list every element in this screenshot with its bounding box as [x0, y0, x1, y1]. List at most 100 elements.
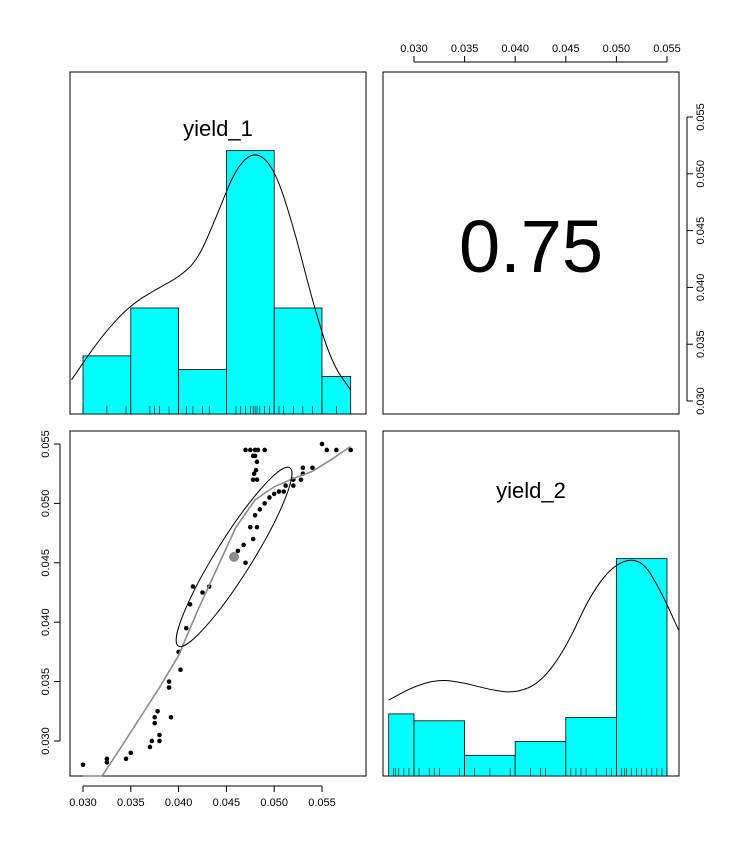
- hist-yield-2-rug: [393, 768, 668, 776]
- scatter-point: [334, 447, 339, 453]
- left-axis-tick-label: 0.045: [40, 549, 52, 577]
- panel-frame-top-right: [382, 71, 680, 415]
- panel-scatter: 0.030 0.035 0.040 0.045 0.050 0.055 0.030 0.03…: [40, 430, 367, 809]
- scatter-point: [235, 548, 241, 554]
- hist-yield-1-bars: [82, 150, 352, 415]
- scatter-point: [80, 762, 86, 768]
- scatter-point: [254, 459, 260, 465]
- scatter-point: [252, 512, 258, 518]
- scatter-point: [252, 453, 258, 459]
- hist-yield-1-rug: [82, 406, 351, 414]
- hist-yield-2-bar: [565, 716, 617, 777]
- scatter-points: [80, 441, 353, 768]
- scatter-point: [157, 738, 162, 744]
- scatter-point: [319, 441, 325, 447]
- bottom-axis-tick-label: 0.045: [213, 797, 241, 809]
- bottom-axis-tick-label: 0.050: [260, 797, 288, 809]
- scatter-point: [168, 714, 174, 720]
- scatter-point: [298, 477, 304, 482]
- variable-label-yield-1: yield_1: [183, 116, 253, 141]
- panel-hist-yield-2: yield_2: [382, 430, 680, 777]
- left-y-axis: 0.030 0.035 0.040 0.045 0.050 0.055: [40, 430, 61, 755]
- hist-yield-1-bar: [273, 307, 323, 415]
- top-axis-tick-label: 0.030: [400, 43, 428, 55]
- loess-smooth-line: [83, 445, 352, 777]
- scatter-point: [250, 477, 256, 482]
- scatter-point: [348, 447, 353, 453]
- right-axis-tick-label: 0.040: [695, 274, 707, 302]
- right-axis-tick-label: 0.045: [695, 217, 707, 245]
- hist-yield-2-bar: [388, 713, 415, 777]
- panel-correlation: 0.75 0.030 0.035 0.040 0.045 0.050 0.055 0.03…: [382, 43, 707, 415]
- hist-yield-1-bar: [225, 150, 275, 415]
- scatter-point: [104, 756, 110, 762]
- hist-yield-2-bar: [616, 558, 668, 777]
- scatter-point: [271, 491, 277, 497]
- hist-yield-2-bars: [388, 558, 668, 777]
- scatter-point: [276, 489, 282, 494]
- left-axis-tick-label: 0.030: [40, 727, 52, 755]
- left-axis-tick-label: 0.035: [40, 668, 52, 696]
- hist-yield-1-bar: [82, 355, 132, 415]
- variable-label-yield-2: yield_2: [496, 478, 566, 503]
- hist-yield-2-density-curve: [388, 559, 680, 701]
- scatter-point: [187, 602, 193, 607]
- scatter-point: [267, 495, 272, 500]
- correlation-ellipse: [175, 466, 293, 648]
- mean-point: [229, 551, 240, 562]
- scatter-point: [152, 720, 157, 726]
- scatter-point: [190, 584, 196, 589]
- bottom-axis-tick-label: 0.030: [69, 797, 97, 809]
- scatter-point: [157, 732, 162, 738]
- scatter-point: [310, 465, 315, 471]
- panel-frame-bottom-left: [69, 430, 367, 777]
- bottom-axis-tick-label: 0.035: [117, 797, 145, 809]
- scatter-point: [149, 738, 155, 744]
- scatter-point: [300, 465, 306, 471]
- scatter-point: [252, 447, 258, 453]
- scatter-point: [324, 447, 330, 453]
- scatter-point: [281, 489, 287, 494]
- scatter-point: [248, 447, 253, 453]
- scatter-point: [250, 536, 256, 542]
- bottom-axis-tick-label: 0.040: [165, 797, 193, 809]
- right-axis-tick-label: 0.030: [695, 387, 707, 415]
- right-axis-tick-label: 0.055: [695, 103, 707, 131]
- scatter-point: [178, 667, 183, 673]
- scatter-point: [283, 483, 288, 488]
- hist-yield-2-bar: [413, 720, 465, 777]
- scatter-point: [166, 679, 172, 684]
- scatter-point: [104, 760, 110, 765]
- top-x-axis: 0.030 0.035 0.040 0.045 0.050 0.055: [400, 43, 681, 63]
- left-axis-tick-label: 0.050: [40, 490, 52, 518]
- scatter-point: [253, 467, 259, 473]
- scatter-point: [262, 501, 267, 506]
- scatter-point: [166, 685, 172, 690]
- top-axis-tick-label: 0.040: [501, 43, 529, 55]
- scatter-point: [128, 750, 134, 756]
- panel-hist-yield-1: yield_1: [69, 71, 367, 415]
- bottom-axis-tick-label: 0.055: [308, 797, 336, 809]
- scatter-point: [254, 524, 260, 530]
- hist-yield-1-bar: [130, 307, 180, 415]
- scatter-point: [241, 542, 246, 548]
- correlation-value: 0.75: [459, 205, 603, 288]
- top-axis-tick-label: 0.035: [451, 43, 479, 55]
- scatter-point: [152, 714, 157, 720]
- scatter-point: [200, 590, 205, 595]
- scatter-point: [183, 625, 189, 631]
- scatter-point: [147, 744, 153, 750]
- scatter-point: [243, 447, 248, 453]
- scatter-point: [155, 709, 160, 714]
- top-axis-tick-label: 0.050: [603, 43, 631, 55]
- right-axis-tick-label: 0.050: [695, 160, 707, 188]
- top-axis-tick-label: 0.055: [653, 43, 681, 55]
- left-axis-tick-label: 0.040: [40, 608, 52, 636]
- top-axis-tick-label: 0.045: [552, 43, 580, 55]
- hist-yield-1-density-curve: [71, 154, 352, 391]
- scatter-point: [262, 447, 267, 453]
- scatter-point: [257, 507, 263, 512]
- scatter-point: [254, 477, 260, 482]
- scatter-point: [251, 471, 257, 477]
